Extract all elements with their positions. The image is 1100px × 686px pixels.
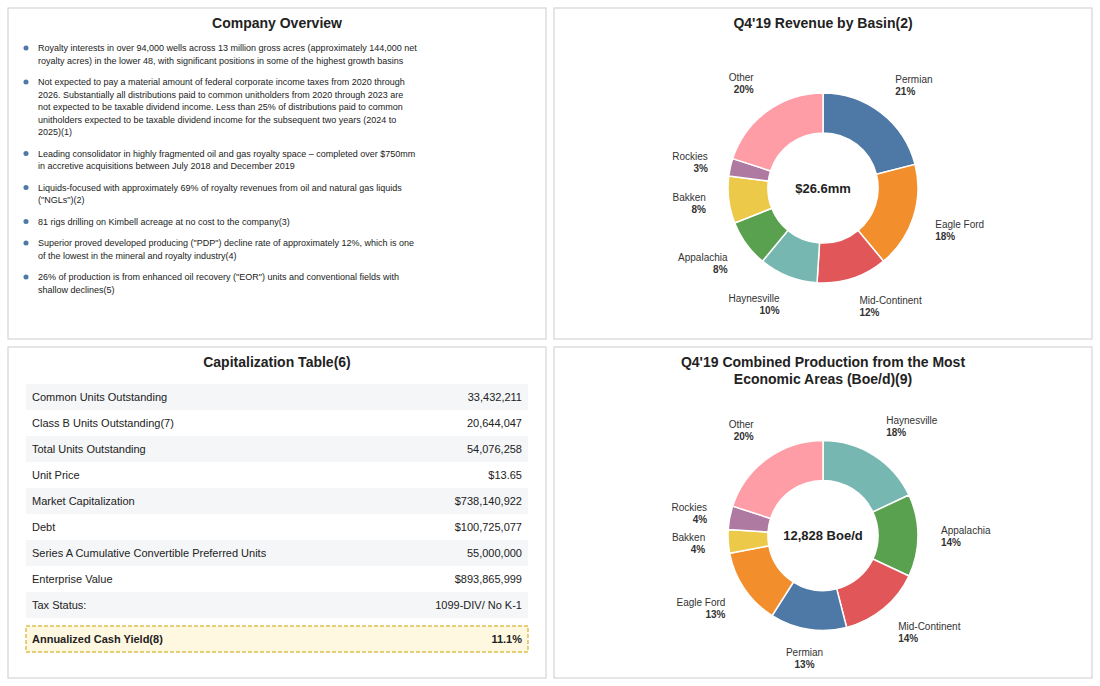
slice-label: Rockies	[672, 502, 708, 513]
row-label: Series A Cumulative Convertible Preferre…	[32, 547, 267, 559]
panel: Q4'19 Combined Production from the MostE…	[554, 347, 1092, 678]
slice-value: 13%	[795, 659, 815, 670]
row-label: Tax Status:	[32, 599, 86, 611]
slice	[730, 546, 794, 616]
slice-value: 14%	[898, 633, 918, 644]
row-value: 1099-DIV/ No K-1	[435, 599, 522, 611]
bullet-text: Leading consolidator in highly fragmente…	[38, 149, 415, 172]
row-value: 54,076,258	[467, 443, 522, 455]
slice	[837, 559, 909, 628]
row-value: $13.65	[488, 469, 522, 481]
slice-value: 18%	[935, 231, 955, 242]
slice-label: Bakken	[672, 532, 705, 543]
bullet-marker	[23, 240, 28, 245]
slice-value: 21%	[895, 86, 915, 97]
bullet-text: Superior proved developed producing ("PD…	[38, 238, 414, 261]
slice-label: Permian	[895, 74, 932, 85]
bullet-marker	[23, 79, 28, 84]
row-label: Debt	[32, 521, 55, 533]
bullet-text: 26% of production is from enhanced oil r…	[38, 272, 399, 295]
slice-label: Haynesville	[728, 293, 780, 304]
row-band	[26, 592, 528, 618]
panel-border	[554, 8, 1092, 339]
slice-label: Bakken	[673, 192, 706, 203]
slices	[728, 93, 918, 283]
slice-value: 4%	[691, 544, 706, 555]
row-band	[26, 540, 528, 566]
slice-label: Eagle Ford	[935, 219, 984, 230]
bullet-text: 81 rigs drilling on Kimbell acreage at n…	[38, 217, 290, 227]
summary-label: Annualized Cash Yield(8)	[32, 633, 163, 645]
slice-label: Appalachia	[941, 525, 991, 536]
bullet-marker	[23, 274, 28, 279]
dashboard: Company Overview Royalty interests in ove…	[0, 0, 1100, 686]
row-label: Common Units Outstanding	[32, 391, 167, 403]
slice-label: Other	[729, 419, 755, 430]
panel-border	[554, 347, 1092, 678]
center-label: 12,828 Boe/d	[783, 528, 863, 543]
row-band	[26, 436, 528, 462]
bullet-text: Liquids-focused with approximately 69% o…	[38, 183, 402, 206]
row-band	[26, 488, 528, 514]
slice	[823, 93, 915, 174]
slice-label: Appalachia	[678, 252, 728, 263]
slice-value: 3%	[693, 163, 708, 174]
row-value: 33,432,211	[468, 391, 522, 403]
row-label: Class B Units Outstanding(7)	[32, 417, 174, 429]
slice	[733, 441, 823, 519]
panel-title: Q4'19 Combined Production from the MostE…	[681, 354, 965, 387]
panel-title: Company Overview	[212, 15, 342, 31]
center-label: $26.6mm	[795, 181, 851, 196]
row-value: $738,140,922	[455, 495, 522, 507]
bullet-text: Royalty interests in over 94,000 wells a…	[38, 43, 417, 66]
panel-title: Q4'19 Revenue by Basin(2)	[733, 15, 912, 31]
slice-label: Mid-Continent	[859, 295, 921, 306]
slice-value: 12%	[859, 307, 879, 318]
slice-value: 20%	[734, 431, 754, 442]
panel: Q4'19 Revenue by Basin(2)$26.6mmPermian2…	[554, 8, 1092, 339]
panel: Capitalization Table(6) Common Units Outs…	[8, 347, 546, 678]
slice-value: 4%	[693, 514, 708, 525]
slice-value: 10%	[760, 305, 780, 316]
pie: $26.6mm Permian21% Eagle Ford18% Mid-Contin…	[672, 72, 984, 319]
slice	[728, 176, 772, 223]
row-value: $893,865,999	[455, 573, 522, 585]
row-label: Enterprise Value	[32, 573, 113, 585]
slice	[728, 530, 769, 554]
slice-label: Eagle Ford	[676, 597, 725, 608]
slice-label: Haynesville	[886, 415, 938, 426]
panel-border	[8, 347, 546, 678]
row-band	[26, 384, 528, 410]
summary-box	[26, 626, 528, 652]
bullet-marker	[23, 45, 28, 50]
slice	[817, 230, 884, 283]
panel: Company Overview Royalty interests in ove…	[8, 8, 546, 339]
slice-label: Permian	[786, 647, 823, 658]
slices	[728, 441, 918, 631]
slice-label: Rockies	[672, 151, 708, 162]
row-label: Total Units Outstanding	[32, 443, 146, 455]
row-label: Market Capitalization	[32, 495, 135, 507]
bullet-marker	[23, 185, 28, 190]
slice	[733, 93, 823, 171]
panel-border	[8, 8, 546, 339]
slice-label: Mid-Continent	[898, 621, 960, 632]
row-value: 55,000,000	[467, 547, 522, 559]
slice-value: 8%	[691, 204, 706, 215]
bullet-marker	[23, 219, 28, 224]
row-label: Unit Price	[32, 469, 80, 481]
slice-value: 18%	[886, 427, 906, 438]
row-value: 20,644,047	[467, 417, 522, 429]
slice-value: 8%	[713, 264, 728, 275]
bullet-marker	[23, 151, 28, 156]
slice-value: 20%	[734, 84, 754, 95]
slice-value: 14%	[941, 537, 961, 548]
pie: 12,828 Boe/dHaynesville18%Appalachia14%M…	[672, 415, 991, 670]
panel-title: Capitalization Table(6)	[203, 354, 351, 370]
slice-value: 13%	[705, 609, 725, 620]
bullet-text: Not expected to pay a material amount of…	[38, 77, 405, 137]
row-value: $100,725,077	[455, 521, 522, 533]
slice-label: Other	[729, 72, 755, 83]
summary-value: 11.1%	[491, 633, 522, 645]
